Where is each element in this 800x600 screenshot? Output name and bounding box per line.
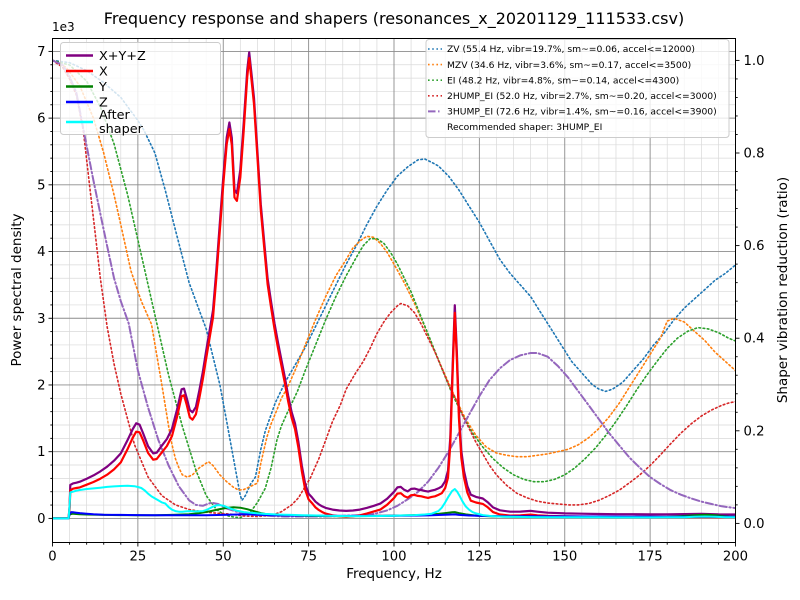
x-axis-label: Frequency, Hz [346,566,442,582]
legend-psd-label: shaper [99,122,144,137]
x-tick-label: 75 [300,550,317,565]
y-left-tick-label: 2 [37,378,45,393]
psd-line-after-shaper [52,484,736,520]
y-left-tick-label: 6 [37,112,45,127]
shaper-line-3hump_ei [52,59,736,518]
y-left-tick-label: 4 [37,245,45,260]
axis-ticks [48,50,740,547]
legend-shapers: ZV (55.4 Hz, vibr=19.7%, sm~=0.06, accel… [425,39,730,138]
y-right-tick-label: 1.0 [744,54,765,69]
legend-shaper-label: 2HUMP_EI (52.0 Hz, vibr=2.7%, sm~=0.20, … [447,91,717,102]
shaper-line-zv [52,59,736,502]
legend-psd-label: X+Y+Z [99,49,146,64]
y-left-tick-label: 1 [37,445,45,460]
shaper-line-2hump_ei [52,59,736,518]
x-tick-label: 150 [552,550,577,565]
legend-psd-label: Y [98,80,107,95]
legend-psd-label: Z [99,96,108,111]
legend-shaper-label: EI (48.2 Hz, vibr=4.8%, sm~=0.14, accel<… [447,75,679,86]
x-tick-label: 175 [638,550,663,565]
y-right-tick-label: 0.4 [744,332,765,347]
y-right-tick-label: 0.2 [744,424,765,439]
y-axis-left-label: Power spectral density [9,213,25,367]
y-left-tick-label: 3 [37,312,45,327]
legend-psd-label: X [99,65,108,80]
x-tick-label: 125 [467,550,492,565]
shaper-line-mzv [52,59,736,491]
y-left-tick-label: 5 [37,178,45,193]
y-right-tick-label: 0.0 [744,517,765,532]
y-right-tick-label: 0.6 [744,239,765,254]
x-tick-label: 200 [723,550,748,565]
x-tick-label: 50 [215,550,232,565]
y-axis-right-label: Shaper vibration reduction (ratio) [775,176,791,404]
legend-shaper-label: MZV (34.6 Hz, vibr=3.6%, sm~=0.17, accel… [447,60,691,71]
x-tick-label: 100 [381,550,406,565]
y-left-tick-label: 7 [37,45,45,60]
x-tick-label: 0 [48,550,56,565]
y-left-tick-label: 0 [37,512,45,527]
tick-labels: 0 25 50 75 100 125 150 175 200 0 1 2 3 4 5 6 7 0.0 0.2 0.4 0… [37,45,764,565]
psd-line-x [52,57,736,520]
legend-shaper-label: 3HUMP_EI (72.6 Hz, vibr=1.4%, sm~=0.16, … [447,107,717,118]
legend-recommended-shaper: Recommended shaper: 3HUMP_EI [447,122,602,133]
y-right-tick-label: 0.8 [744,147,765,162]
chart-title: Frequency response and shapers (resonanc… [103,9,685,28]
y-axis-offset-label: 1e3 [52,20,75,34]
legend-psd-label: After [99,108,130,123]
legend-shaper-label: ZV (55.4 Hz, vibr=19.7%, sm~=0.06, accel… [447,44,695,55]
x-tick-label: 25 [129,550,146,565]
